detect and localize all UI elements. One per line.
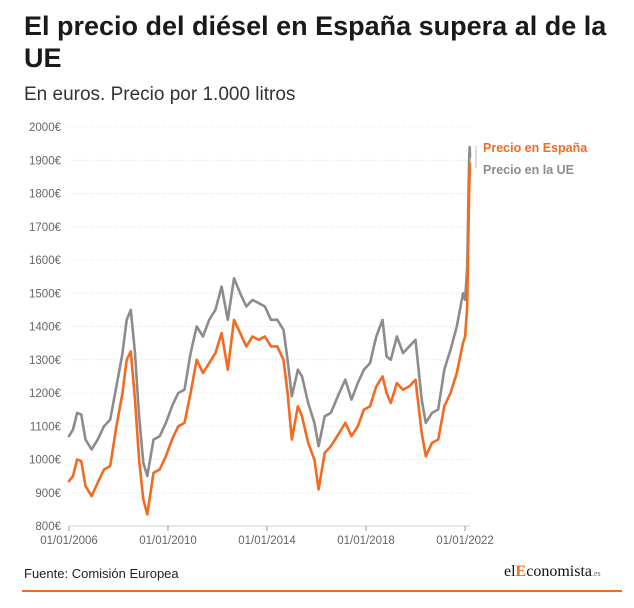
y-tick-label: 1500€ xyxy=(29,288,62,300)
x-axis: 01/01/2006 01/01/2010 01/01/2014 01/01/2018… xyxy=(40,525,494,547)
y-tick-label: 1200€ xyxy=(29,388,62,400)
series-lines xyxy=(67,145,472,516)
legend-label-eu: Precio en la UE xyxy=(483,163,574,177)
chart-title: El precio del diésel en España supera al… xyxy=(24,11,607,73)
chart-subtitle: En euros. Precio por 1.000 litros xyxy=(24,84,296,105)
y-tick-label: 1400€ xyxy=(29,322,62,334)
line-chart: 800€ 900€ 1000€ 1100€ 1200€ 1300€ 1400€ 1500€ 16… xyxy=(29,122,588,547)
footer-divider xyxy=(22,590,622,592)
brand-suffix: conomista xyxy=(526,563,592,580)
y-axis-labels: 800€ 900€ 1000€ 1100€ 1200€ 1300€ 1400€ 1500€ 16… xyxy=(29,122,62,533)
y-tick-label: 1700€ xyxy=(29,222,62,234)
y-tick-label: 1000€ xyxy=(29,455,62,467)
brand-logo: elEconomista.es xyxy=(504,563,601,581)
y-tick-label: 1800€ xyxy=(29,189,62,201)
y-tick-label: 1900€ xyxy=(29,155,62,167)
brand-highlight: E xyxy=(515,563,527,580)
y-grid xyxy=(69,126,470,527)
series-line-spain xyxy=(67,162,472,516)
source-note: Fuente: Comisión Europea xyxy=(24,566,179,581)
legend: Precio en España Precio en la UE xyxy=(475,141,588,177)
y-tick-label: 1100€ xyxy=(30,421,62,433)
y-tick-label: 1600€ xyxy=(29,255,62,267)
y-tick-label: 1300€ xyxy=(29,355,62,367)
x-tick-label: 01/01/2010 xyxy=(139,535,197,547)
y-tick-label: 800€ xyxy=(35,521,61,533)
series-line-eu xyxy=(67,145,472,478)
x-tick-label: 01/01/2006 xyxy=(40,535,98,547)
x-tick-label: 01/01/2014 xyxy=(238,535,296,547)
y-tick-label: 2000€ xyxy=(29,122,62,134)
x-tick-label: 01/01/2022 xyxy=(436,535,494,547)
legend-label-spain: Precio en España xyxy=(483,141,588,155)
x-tick-label: 01/01/2018 xyxy=(337,535,395,547)
brand-prefix: el xyxy=(504,563,516,580)
brand-tld: .es xyxy=(591,569,601,578)
y-tick-label: 900€ xyxy=(35,488,61,500)
